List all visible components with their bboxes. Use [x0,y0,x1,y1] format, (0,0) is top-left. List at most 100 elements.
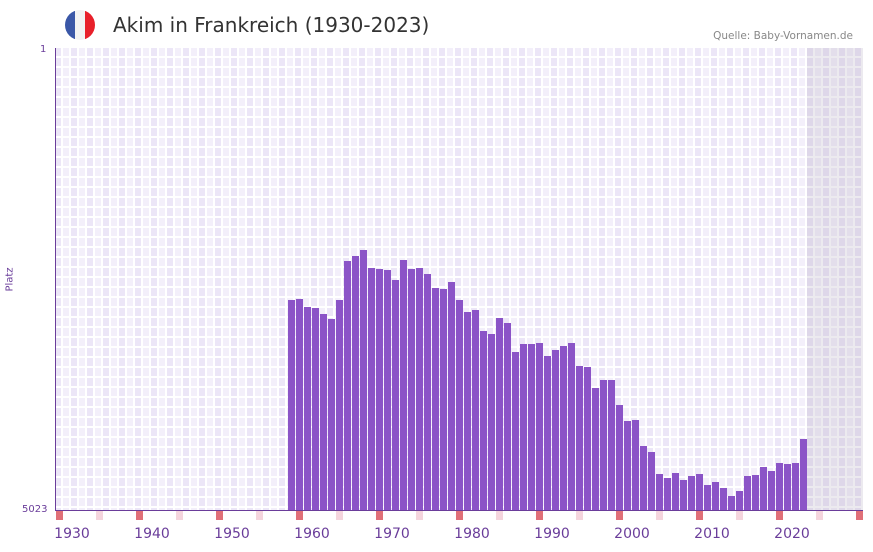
bar-1986 [512,352,519,510]
bar-2013 [728,496,735,510]
bar-1977 [440,289,447,510]
bar-1982 [480,330,487,510]
bar-2020 [784,464,791,510]
bar-2017 [760,466,767,510]
bar-2019 [776,462,783,510]
bar-2004 [656,474,663,510]
bar-2011 [712,482,719,510]
decade-marker [336,511,343,520]
bar-2005 [664,477,671,510]
bar-2008 [688,475,695,510]
bar-1979 [456,299,463,510]
x-tick-label: 2000 [614,526,650,542]
y-tick-top: 1 [40,44,47,55]
decade-marker [56,511,63,520]
decade-marker [496,511,503,520]
x-tick-label: 1940 [134,526,170,542]
x-tick-label: 2020 [774,526,810,542]
bar-2003 [648,452,655,510]
bar-1985 [504,322,511,510]
bar-1961 [312,307,319,510]
source-label: Quelle: Baby-Vornamen.de [713,30,853,42]
bar-1989 [536,343,543,510]
decade-marker [296,511,303,520]
bar-1973 [408,268,415,510]
bar-1964 [336,299,343,510]
bar-1994 [576,366,583,510]
bar-1993 [568,343,575,510]
bar-2002 [640,445,647,510]
chart-title: Akim in Frankreich (1930-2023) [113,13,430,37]
decade-marker [416,511,423,520]
x-axis [55,510,863,511]
france-flag-icon [65,10,95,40]
bar-1983 [488,334,495,510]
decade-marker [136,511,143,520]
decade-marker [176,511,183,520]
bar-2007 [680,480,687,510]
bar-1976 [432,288,439,510]
x-tick-label: 1970 [374,526,410,542]
decade-marker [736,511,743,520]
x-tick-label: 1950 [214,526,250,542]
bar-1984 [496,318,503,510]
bar-1965 [344,260,351,510]
decade-marker [256,511,263,520]
bar-2010 [704,484,711,510]
decade-marker [616,511,623,520]
bar-1968 [368,268,375,510]
bar-1958 [288,299,295,510]
y-tick-bottom: 5023 [22,504,48,515]
decade-marker [816,511,823,520]
bar-1998 [608,380,615,510]
decade-marker [776,511,783,520]
bar-1967 [360,250,367,510]
bar-1963 [328,319,335,510]
bar-1981 [472,310,479,510]
bar-1969 [376,268,383,510]
bar-1966 [352,256,359,510]
decade-marker [376,511,383,520]
bar-1991 [552,350,559,510]
decade-marker [696,511,703,520]
bar-1975 [424,274,431,510]
bar-2000 [624,421,631,510]
bar-1996 [592,388,599,510]
bar-1997 [600,380,607,510]
bar-2014 [736,491,743,510]
bar-1971 [392,280,399,510]
bar-2016 [752,474,759,510]
bar-1999 [616,405,623,510]
bar-1990 [544,356,551,510]
bar-1972 [400,260,407,510]
decade-marker [96,511,103,520]
x-tick-label: 1930 [54,526,90,542]
bar-1988 [528,344,535,510]
decade-marker [856,511,863,520]
x-tick-label: 1980 [454,526,490,542]
decade-marker [456,511,463,520]
bar-2006 [672,473,679,510]
decade-marker [536,511,543,520]
bar-1974 [416,268,423,510]
bar-2009 [696,474,703,510]
x-tick-label: 1960 [294,526,330,542]
y-axis-title: Platz [4,267,16,292]
decade-marker [576,511,583,520]
bar-1995 [584,367,591,510]
bar-1980 [464,312,471,510]
bar-1978 [448,282,455,510]
bar-2022 [800,438,807,510]
x-tick-label: 1990 [534,526,570,542]
decade-marker [216,511,223,520]
y-axis [55,48,56,510]
bar-1992 [560,345,567,510]
bar-2012 [720,488,727,510]
bar-2001 [632,420,639,510]
bar-2015 [744,475,751,510]
bar-1970 [384,269,391,510]
x-tick-label: 2010 [694,526,730,542]
bar-1987 [520,344,527,510]
decade-marker [656,511,663,520]
future-shade [807,48,863,510]
